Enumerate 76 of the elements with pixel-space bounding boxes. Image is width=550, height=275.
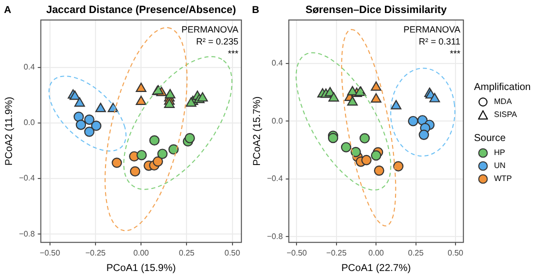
x-tick-label: 0.00 (133, 248, 150, 258)
point (76, 120, 86, 130)
chart-title: Sørensen–Dice Dissimilarity (305, 4, 447, 16)
legend-label: WTP (494, 174, 512, 183)
x-tick-label: 0.25 (178, 248, 196, 258)
point (361, 154, 372, 166)
point (370, 93, 382, 103)
point (136, 96, 146, 106)
point (164, 89, 176, 98)
x-axis-title: PCoA1 (22.7%) (341, 262, 411, 274)
legend-label: HP (494, 148, 506, 157)
point (157, 148, 168, 160)
point (360, 133, 370, 144)
legend-label: UN (494, 161, 506, 170)
y-tick-label: 0.4 (24, 62, 36, 72)
point (370, 81, 382, 91)
x-tick-label: 0.25 (408, 248, 424, 258)
point (408, 116, 418, 126)
text: A (4, 4, 12, 16)
point (347, 96, 358, 106)
point (429, 92, 440, 102)
y-tick-label: −0.4 (18, 174, 36, 183)
point (84, 114, 94, 125)
point (149, 135, 160, 146)
point (74, 97, 85, 107)
point (347, 86, 358, 96)
annotation: *** (228, 48, 239, 58)
legend-title: Source (474, 133, 507, 144)
point (164, 98, 175, 108)
text: MDA (494, 97, 512, 106)
x-tick-label: 0.50 (224, 248, 241, 258)
y-axis-title: PCoA2 (15.7%) (252, 96, 263, 166)
point (374, 165, 384, 176)
point (390, 100, 402, 110)
y-tick-label: −0.4 (266, 174, 284, 184)
x-tick-label: 0.00 (368, 248, 384, 258)
text: B (252, 4, 260, 16)
point (130, 166, 140, 177)
point (91, 120, 102, 131)
point (184, 133, 195, 144)
text: SISPA (494, 110, 517, 119)
x-axis-title: PCoA1 (15.9%) (106, 262, 176, 274)
annotation: R² = 0.235 (196, 36, 238, 46)
point (136, 150, 147, 160)
point (168, 144, 179, 155)
point (350, 146, 361, 158)
point (328, 132, 338, 144)
annotation: PERMANOVA (404, 24, 460, 34)
point (84, 126, 94, 137)
y-tick-label: −0.8 (266, 232, 284, 241)
y-tick-label: 0.0 (272, 116, 284, 126)
point (328, 92, 340, 102)
point (112, 158, 122, 168)
point (74, 112, 84, 122)
y-tick-label: −0.8 (18, 229, 36, 238)
x-tick-label: −0.50 (40, 248, 61, 258)
annotation: R² = 0.311 (418, 36, 460, 46)
x-tick-label: −0.25 (85, 248, 106, 258)
y-tick-label: 0.4 (272, 58, 284, 68)
point (136, 82, 146, 92)
point (418, 130, 430, 140)
annotation: PERMANOVA (182, 24, 238, 34)
point (340, 142, 352, 152)
chart-title: Jaccard Distance (Presence/Absence) (46, 4, 236, 16)
point (152, 156, 164, 167)
point (197, 92, 208, 102)
x-tick-label: −0.50 (286, 248, 308, 258)
x-tick-label: 0.50 (448, 248, 464, 258)
y-tick-label: 0.0 (24, 118, 36, 128)
point (95, 102, 106, 112)
annotation: *** (450, 48, 461, 58)
text: Amplification (474, 82, 532, 93)
x-tick-label: −0.25 (326, 248, 348, 258)
y-axis-title: PCoA2 (11.9%) (4, 96, 15, 166)
point (393, 161, 404, 172)
point (370, 150, 382, 161)
